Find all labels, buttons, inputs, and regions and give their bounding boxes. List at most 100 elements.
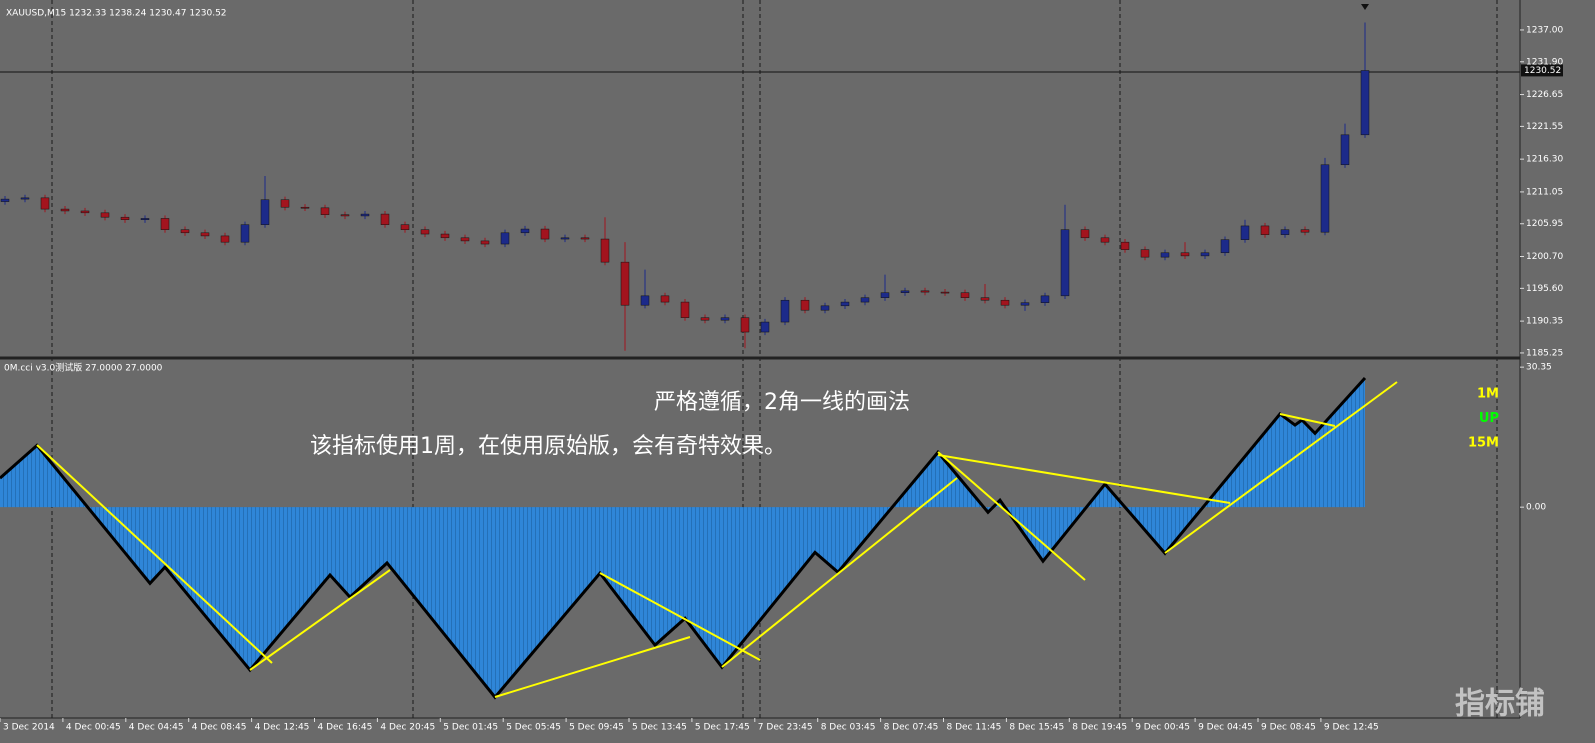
y-tick-label: 1221.55 [1526,122,1563,132]
x-tick-label: 9 Dec 00:45 [1135,723,1190,733]
candle-body [940,291,950,294]
candle-body [360,213,370,217]
candle-body [300,206,310,209]
candle-body [780,299,790,323]
candle-body [320,207,330,215]
y-tick-label: 1211.05 [1526,187,1563,197]
candle-body [1220,239,1230,254]
watermark: 指标铺 [1455,687,1545,722]
candle-body [1240,225,1250,240]
x-tick-label: 4 Dec 12:45 [255,723,310,733]
x-tick-label: 8 Dec 19:45 [1072,723,1127,733]
x-tick-label: 8 Dec 15:45 [1009,723,1064,733]
candle-body [220,235,230,243]
candle-body [240,224,250,243]
candle-body [1180,252,1190,257]
candle-body [1060,229,1070,297]
price-panel: 1230.52 1237.00 1231.90 1226.65 1221.55 1216.… [0,22,1563,358]
trend-line [494,636,691,698]
candle-body [900,290,910,293]
candle-body [920,290,930,293]
candle-body [1040,295,1050,303]
candle-body [500,232,510,245]
y-tick-label: 1195.60 [1526,284,1563,294]
x-tick-label: 8 Dec 07:45 [884,723,939,733]
candle-body [880,292,890,298]
x-tick-label: 5 Dec 01:45 [443,723,498,733]
y-tick-label: 1200.70 [1526,252,1563,262]
y-tick-label: 0.00 [1526,503,1546,513]
x-tick-label: 8 Dec 03:45 [821,723,876,733]
x-tick-label: 9 Dec 08:45 [1261,723,1316,733]
x-tick-label: 5 Dec 09:45 [569,723,624,733]
candle-body [180,229,190,234]
candle-body [460,237,470,242]
signal-label: 1M [1477,387,1499,402]
indicator-header: 0M.cci v3.0测试版 27.0000 27.0000 [4,362,163,374]
candle-body [1020,302,1030,306]
candle-body [820,305,830,311]
candle-body [640,295,650,306]
candle-body [100,212,110,218]
candle-body [1200,252,1210,257]
candle-body [960,292,970,298]
trend-line [599,572,761,661]
candle-body [1080,229,1090,239]
y-tick-label: 1190.35 [1526,317,1563,327]
candle-body [480,240,490,245]
y-tick-label: 1226.65 [1526,90,1563,100]
candle-body [980,297,990,301]
candle-body [1120,241,1130,250]
candle-body [560,237,570,240]
y-tick-label: 1205.95 [1526,219,1563,229]
candle-body [1260,225,1270,235]
annotation: 该指标使用1周，在使用原始版，会有奇特效果。 [310,434,786,459]
candle-body [580,237,590,240]
candle-body [1280,229,1290,235]
x-tick-label: 5 Dec 17:45 [695,723,750,733]
x-tick-label: 3 Dec 2014 [3,723,55,733]
x-tick-label: 4 Dec 04:45 [129,723,184,733]
candle-body [380,213,390,225]
x-tick-label: 5 Dec 05:45 [506,723,561,733]
candle-body [520,228,530,234]
candle-body [680,301,690,318]
candle-body [0,198,10,202]
last-price-label: 1230.52 [1524,66,1561,76]
y-tick-label: 1231.90 [1526,57,1563,67]
candle-body [1160,252,1170,258]
x-tick-label: 4 Dec 20:45 [380,723,435,733]
trend-line [937,454,1231,504]
y-tick-label: 1216.30 [1526,155,1563,165]
candle-body [760,321,770,333]
y-tick-label: 1185.25 [1526,348,1563,358]
y-tick-label: 30.35 [1526,363,1552,373]
candle-body [420,229,430,235]
annotation: 严格遵循，2角一线的画法 [654,390,910,415]
trend-line [1164,381,1398,554]
y-tick-label: 1237.00 [1526,25,1563,35]
trend-line [721,477,958,668]
shift-marker [1361,4,1369,10]
trend-line [1279,413,1336,427]
trend-line [36,444,273,664]
histogram-fill [0,377,1365,698]
candle-body [600,238,610,263]
candle-body [280,199,290,208]
candle-body [800,299,810,311]
candle-body [120,216,130,220]
trend-line [249,569,391,671]
candle-body [540,228,550,240]
candle-body [1320,164,1330,233]
candle-body [20,197,30,200]
candle-body [1100,237,1110,243]
x-tick-label: 4 Dec 00:45 [66,723,121,733]
candle-body [260,199,270,225]
candle-body [400,224,410,230]
x-tick-label: 7 Dec 23:45 [758,723,813,733]
candle-body [1140,249,1150,258]
last-price-box [1521,64,1563,77]
candle-body [840,301,850,307]
